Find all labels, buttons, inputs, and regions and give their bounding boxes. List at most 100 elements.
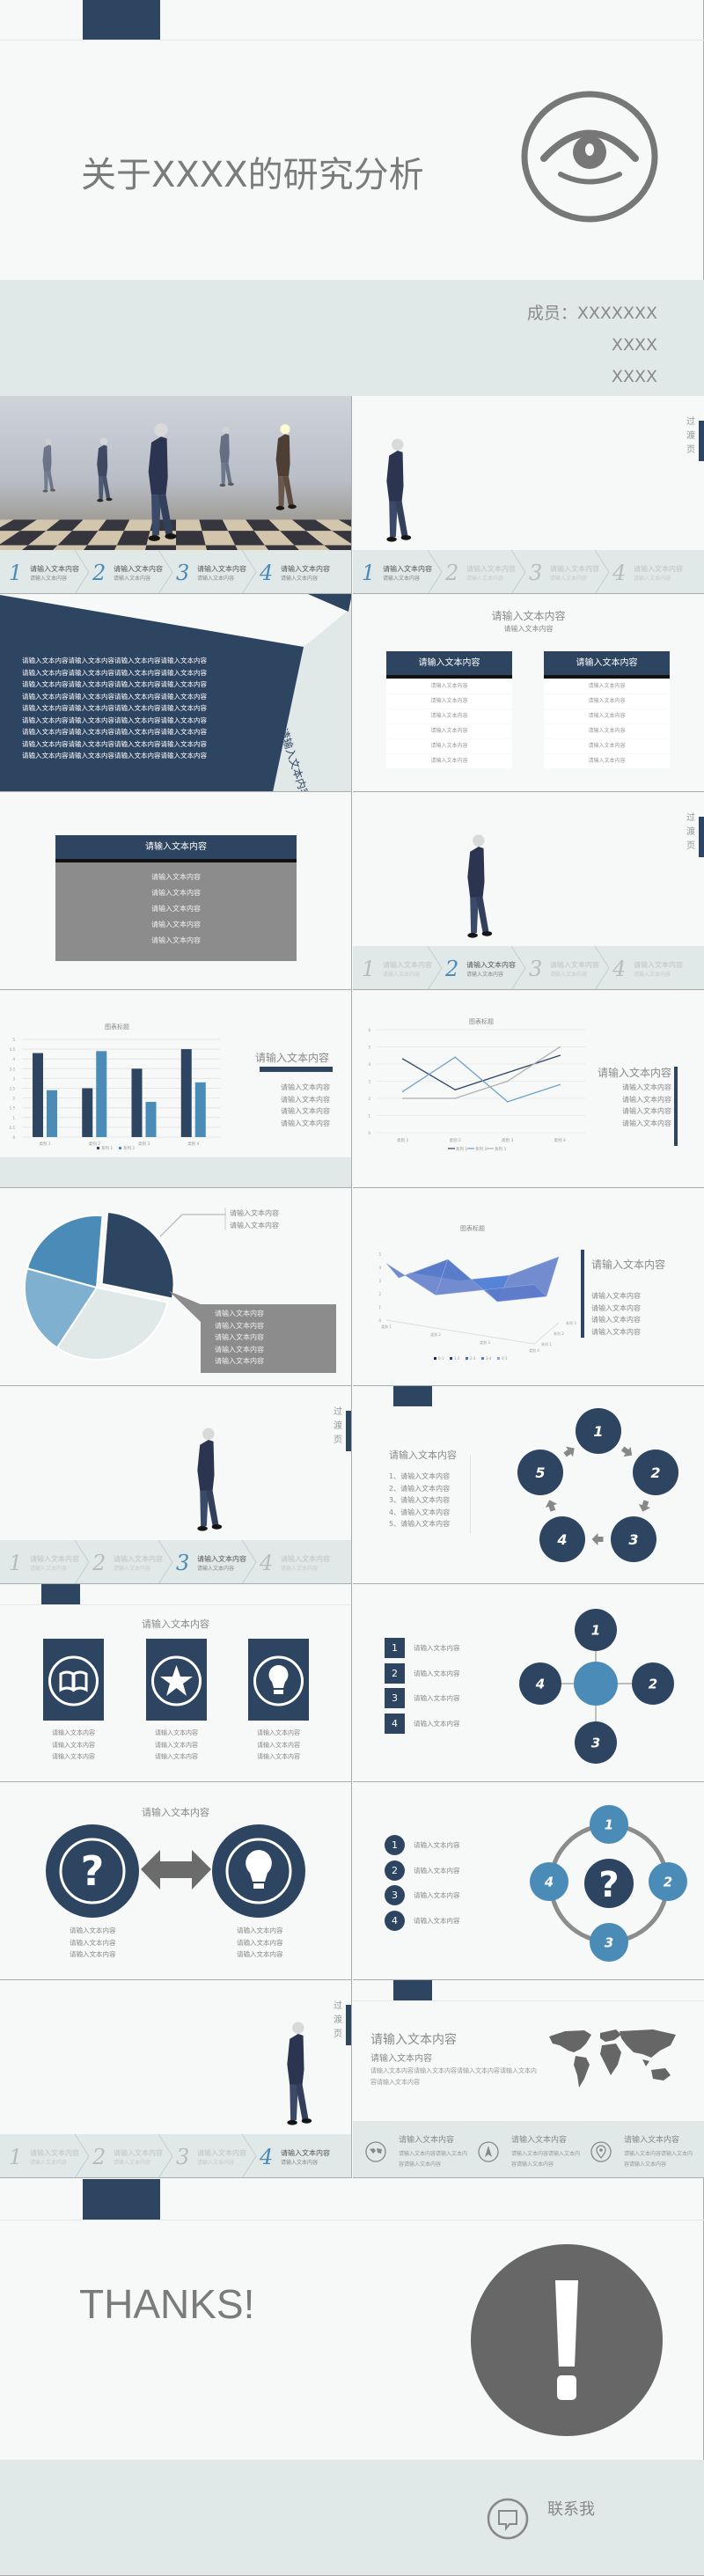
stepper-step-3[interactable]: 3 请输入文本内容 请输入文本内容 (529, 550, 612, 593)
stepper-step-1[interactable]: 1 请输入文本内容 请输入文本内容 (9, 1540, 92, 1583)
cycle-node-1[interactable]: 1 (576, 1408, 621, 1454)
chat-bubble-icon[interactable] (487, 2498, 529, 2540)
step-title: 请输入文本内容 (634, 565, 683, 573)
list-item[interactable]: 3 请输入文本内容 (385, 1885, 499, 1905)
ring-node-4[interactable]: 4 (530, 1862, 568, 1901)
side-item: 请输入文本内容 (281, 1083, 330, 1091)
content-box: 请输入文本内容 请输入文本内容 请输入文本内容 请输入文本内容 请输入文本内容 请输入文… (55, 835, 297, 961)
step-number: 4 (260, 561, 274, 585)
stepper-step-4[interactable]: 4 请输入文本内容 请输入文本内容 (612, 550, 696, 593)
card-book[interactable] (43, 1639, 104, 1721)
ring-node-2[interactable]: 2 (649, 1862, 687, 1901)
y-tick-label: 4 (378, 1266, 381, 1270)
stepper-step-4[interactable]: 4 请输入文本内容 请输入文本内容 (260, 1540, 343, 1583)
title-slide[interactable]: 关于XXXX的研究分析 成员：XXXXXXX XXXX XXXX (0, 0, 704, 396)
tables-slide[interactable]: 请输入文本内容 请输入文本内容 请输入文本内容 请输入文本内容 请输入文本内容 请输… (353, 594, 704, 792)
contact-label[interactable]: 联系我 (547, 2500, 595, 2519)
transition-slide-1[interactable]: 过渡页 1 请输入文本内容 请输入文本内容 2 请输入文本内容 请输入文本内容 3 请输入文本… (353, 396, 704, 594)
point-series-2 (401, 1090, 404, 1092)
feature-item[interactable]: 请输入文本内容 请输入文本内容请输入文本内容请输入文本内容 (365, 2121, 475, 2177)
transition-slide-3[interactable]: 过渡页 1 请输入文本内容 请输入文本内容 2 请输入文本内容 请输入文本内容 3 请输入文本… (0, 1386, 352, 1584)
stepper-step-2[interactable]: 2 请输入文本内容 请输入文本内容 (445, 550, 529, 593)
icon-cards-slide[interactable]: 请输入文本内容 请输入文本内容 请输入文本内容 请输入文本内容 请输入文本内容 请输入… (0, 1584, 352, 1782)
cross-node-3[interactable]: 3 (575, 1721, 617, 1764)
stepper-step-3[interactable]: 3 请输入文本内容 请输入文本内容 (176, 2134, 260, 2177)
stepper-step-3[interactable]: 3 请输入文本内容 请输入文本内容 (529, 946, 612, 989)
stepper-step-2[interactable]: 2 请输入文本内容 请输入文本内容 (92, 1540, 176, 1583)
pie-slice-1 (100, 1210, 175, 1300)
photo-agenda-slide[interactable]: 1 请输入文本内容 请输入文本内容 2 请输入文本内容 请输入文本内容 3 请输入文本内容 请输… (0, 396, 352, 594)
surface-chart-slide[interactable]: 图表标题 0 1 2 3 4 5 类别 1 类别 2 类别 3 类别 4 系列 1 系列 2 系列 3 0-… (353, 1188, 704, 1386)
stepper-step-4[interactable]: 4 请输入文本内容 请输入文本内容 (260, 550, 343, 593)
stepper-step-2[interactable]: 2 请输入文本内容 请输入文本内容 (92, 550, 176, 593)
transition-slide-4[interactable]: 过渡页 1 请输入文本内容 请输入文本内容 2 请输入文本内容 请输入文本内容 3 请输入文本… (0, 1980, 352, 2178)
feature-item[interactable]: 请输入文本内容 请输入文本内容请输入文本内容请输入文本内容 (478, 2121, 588, 2177)
cycle-diagram: 1 2 3 4 5 (517, 1408, 678, 1562)
list-item[interactable]: 2 请输入文本内容 (385, 1860, 499, 1881)
step-title: 请输入文本内容 (383, 961, 432, 969)
list-item[interactable]: 1 请输入文本内容 (385, 1835, 499, 1855)
box-item: 请输入文本内容 (215, 1357, 264, 1365)
cross-node-4[interactable]: 4 (519, 1662, 561, 1705)
list-item[interactable]: 3 请输入文本内容 (385, 1688, 499, 1708)
cross-diagram-slide[interactable]: 1 请输入文本内容 2 请输入文本内容 3 请输入文本内容 4 请输入文本内容 1 2 3 4 (353, 1584, 704, 1782)
arrow-icon (563, 1446, 575, 1457)
legend-swatch (450, 1357, 452, 1360)
stepper-step-2[interactable]: 2 请输入文本内容 请输入文本内容 (92, 2134, 176, 2177)
card-text-line-list: 请输入文本内容 请输入文本内容 请输入文本内容 (248, 1728, 309, 1764)
gray-box-slide[interactable]: 请输入文本内容 请输入文本内容 请输入文本内容 请输入文本内容 请输入文本内容 请输入文… (0, 792, 352, 990)
compare-slide[interactable]: 请输入文本内容 ? 请输入文本内容 请输入文本内容 请输入文本内容 请输入文本内容请… (0, 1782, 352, 1980)
step-subtitle: 请输入文本内容 (114, 2160, 151, 2166)
stepper-step-3[interactable]: 3 请输入文本内容 请输入文本内容 (176, 550, 260, 593)
cycle-node-2[interactable]: 2 (633, 1449, 678, 1495)
legend-label: 3-4 (486, 1356, 492, 1361)
list-item[interactable]: 2 请输入文本内容 (385, 1662, 499, 1684)
legend-swatch (481, 1357, 484, 1360)
transition-slide-2[interactable]: 过渡页 1 请输入文本内容 请输入文本内容 2 请输入文本内容 请输入文本内容 3 请输入文本… (353, 792, 704, 990)
stepper-step-1[interactable]: 1 请输入文本内容 请输入文本内容 (362, 550, 445, 593)
stepper-step-1[interactable]: 1 请输入文本内容 请输入文本内容 (9, 550, 92, 593)
ring-node-1[interactable]: 1 (590, 1805, 628, 1844)
stepper-step-2[interactable]: 2 请输入文本内容 请输入文本内容 (445, 946, 529, 989)
cross-node-1[interactable]: 1 (575, 1609, 617, 1651)
stepper-step-4[interactable]: 4 请输入文本内容 请输入文本内容 (260, 2134, 343, 2177)
ring-diagram-slide[interactable]: 1 请输入文本内容 2 请输入文本内容 3 请输入文本内容 4 请输入文本内容 ? 1 2 3 4 (353, 1782, 704, 1980)
table-row: 请输入文本内容 (386, 679, 512, 694)
card-star[interactable] (146, 1639, 207, 1721)
y-tick-label: 0 (378, 1318, 381, 1323)
list-item[interactable]: 4 请输入文本内容 (385, 1713, 499, 1734)
pie-chart-slide[interactable]: 请输入文本内容 请输入文本内容 请输入文本内容 请输入文本内容 请输入文本内容 请输入… (0, 1188, 352, 1386)
legend-label: 系列 1 (101, 1145, 113, 1151)
ring-node-3[interactable]: 3 (590, 1923, 628, 1962)
list-item[interactable]: 4 请输入文本内容 (385, 1910, 499, 1931)
card-lightbulb[interactable] (248, 1639, 309, 1721)
cycle-diagram-slide[interactable]: 请输入文本内容 1、请输入文本内容 2、请输入文本内容 3、请输入文本内容 4、请输入… (353, 1386, 704, 1584)
cross-node-2[interactable]: 2 (632, 1662, 674, 1705)
stepper-step-3[interactable]: 3 请输入文本内容 请输入文本内容 (176, 1540, 260, 1583)
bar-chart-slide[interactable]: 图表标题 0 0.5 1 1.5 2 2.5 3 3.5 4 4.5 5 类别 1 类别 2 类别 3 类别 … (0, 990, 352, 1188)
step-title: 请输入文本内容 (466, 565, 516, 573)
stepper-step-4[interactable]: 4 请输入文本内容 请输入文本内容 (612, 946, 696, 989)
bar-系列2-类别3 (145, 1102, 157, 1137)
cycle-node-4[interactable]: 4 (539, 1516, 585, 1562)
line-chart-slide[interactable]: 图表标题 0 1 2 3 4 5 6 类别 1 类别 2 类别 3 类别 4 系列 1 系列 2 系列 3 … (353, 990, 704, 1188)
node-circle (539, 1516, 585, 1562)
chevron-icon (74, 2133, 90, 2177)
bar-系列2-类别1 (47, 1090, 57, 1137)
item-label: 请输入文本内容 (414, 1866, 460, 1875)
number-badge: 4 (385, 1910, 405, 1931)
stepper-step-1[interactable]: 1 请输入文本内容 请输入文本内容 (362, 946, 445, 989)
world-map-slide[interactable]: 请输入文本内容 请输入文本内容 请输入文本内容请输入文本内容请输入文本内容请输入… (353, 1980, 704, 2178)
stepper-step-1[interactable]: 1 请输入文本内容 请输入文本内容 (9, 2134, 92, 2177)
cycle-node-5[interactable]: 5 (517, 1449, 563, 1495)
table-row: 请输入文本内容 (386, 739, 512, 753)
y-tick-label: 4 (12, 1057, 15, 1061)
cycle-node-3[interactable]: 3 (611, 1516, 656, 1562)
thanks-slide[interactable]: THANKS! 联系我 (0, 2178, 704, 2576)
callout-connector (159, 1207, 336, 1373)
text-block-slide[interactable]: 请输入文本内容请输入文本内容请输入文本内容请输入文本内容 请输入文本内容请输入文… (0, 594, 352, 792)
feature-item[interactable]: 请输入文本内容 请输入文本内容请输入文本内容请输入文本内容 (590, 2121, 700, 2177)
legend-swatch (119, 1147, 121, 1149)
list-item[interactable]: 1 请输入文本内容 (385, 1638, 499, 1658)
